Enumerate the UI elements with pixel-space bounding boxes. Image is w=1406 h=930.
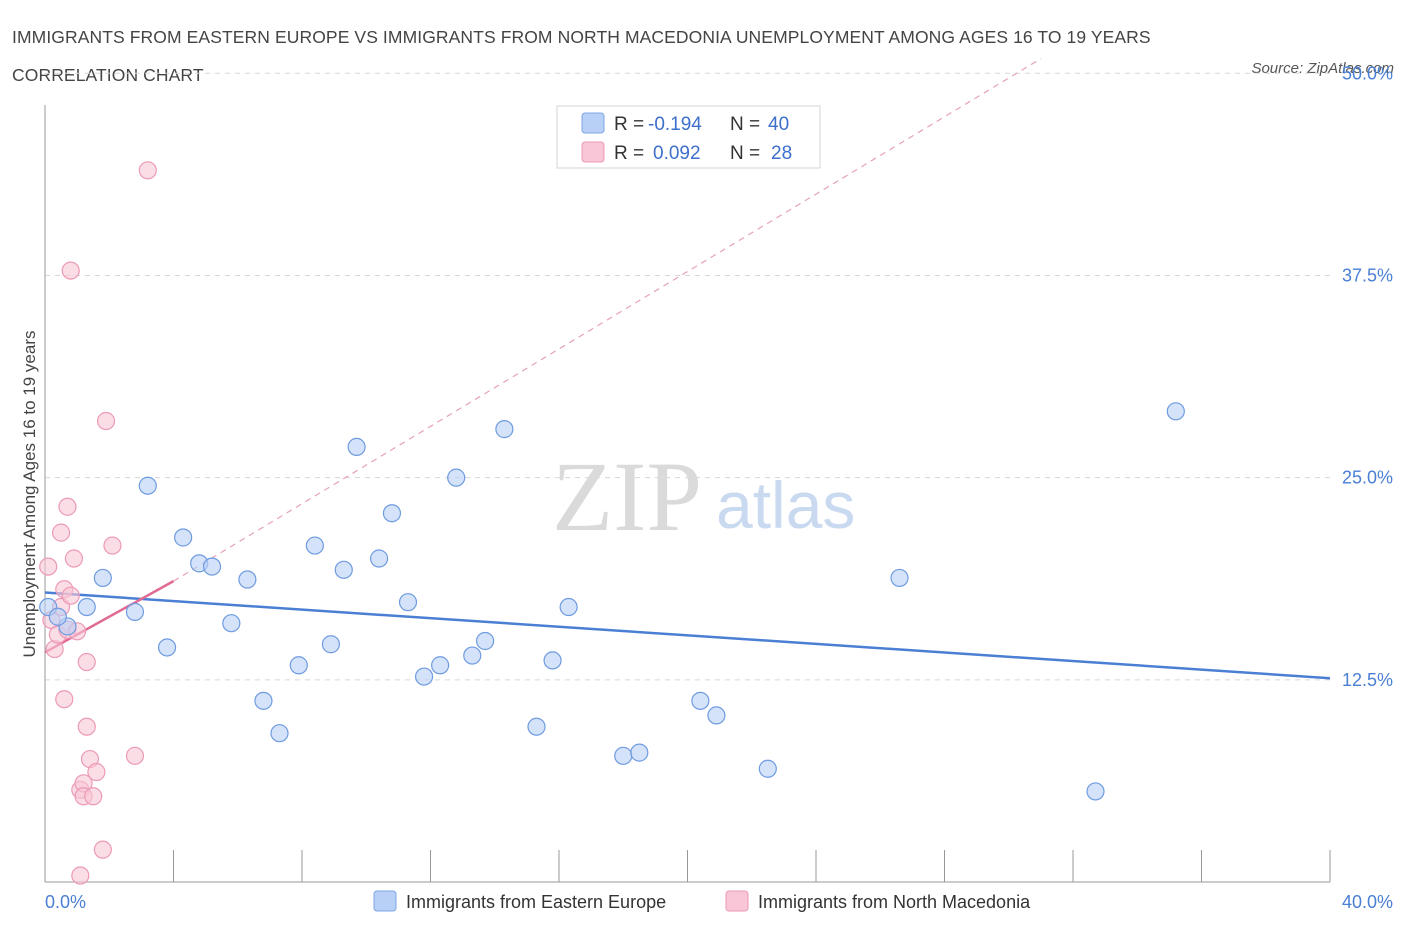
point-eastern-europe xyxy=(305,536,324,555)
chart-title: IMMIGRANTS FROM EASTERN EUROPE VS IMMIGR… xyxy=(12,27,1151,85)
point-eastern-europe xyxy=(334,560,353,579)
stats-legend-swatch-blue xyxy=(581,112,605,134)
point-eastern-europe xyxy=(382,504,402,523)
stats-legend-swatch-pink xyxy=(581,141,605,163)
point-eastern-europe xyxy=(414,667,434,686)
bottom-legend-swatch-pink xyxy=(725,890,749,912)
point-eastern-europe xyxy=(463,646,482,665)
point-eastern-europe xyxy=(559,597,578,617)
series-north-macedonia-points xyxy=(39,161,157,885)
gridlines xyxy=(45,72,1330,681)
point-north-macedonia xyxy=(61,261,80,280)
point-north-macedonia xyxy=(64,549,84,568)
stats-n-label-pink: N = xyxy=(730,143,760,164)
y-tick-labels: 12.5% 25.0% 37.5% 50.0% xyxy=(1342,63,1393,690)
point-eastern-europe xyxy=(125,602,145,621)
point-eastern-europe xyxy=(347,437,366,456)
point-eastern-europe xyxy=(77,597,96,617)
point-north-macedonia xyxy=(138,161,157,180)
point-eastern-europe xyxy=(270,724,289,743)
point-eastern-europe xyxy=(1166,402,1185,421)
y-axis-label: Unemployment Among Ages 16 to 19 years xyxy=(20,331,39,658)
point-eastern-europe xyxy=(447,468,466,487)
point-north-macedonia xyxy=(77,717,96,736)
point-eastern-europe xyxy=(1086,782,1105,801)
point-eastern-europe xyxy=(289,656,308,675)
trend-lines xyxy=(44,58,1331,680)
bottom-legend-label-blue: Immigrants from Eastern Europe xyxy=(406,892,666,912)
stats-r-label-blue: R = xyxy=(614,114,644,135)
point-eastern-europe xyxy=(174,528,193,547)
point-eastern-europe xyxy=(527,717,546,736)
point-eastern-europe xyxy=(495,420,514,439)
point-eastern-europe xyxy=(707,706,726,725)
point-eastern-europe xyxy=(543,651,562,670)
bottom-legend: Immigrants from Eastern Europe Immigrant… xyxy=(373,890,1031,912)
stats-r-value-blue: -0.194 xyxy=(648,114,702,135)
point-eastern-europe xyxy=(93,568,112,588)
point-eastern-europe xyxy=(630,743,649,762)
x-tick-label-min: 0.0% xyxy=(45,892,86,912)
point-eastern-europe xyxy=(254,691,273,710)
bottom-legend-label-pink: Immigrants from North Macedonia xyxy=(758,892,1031,912)
point-eastern-europe xyxy=(157,638,177,657)
series-eastern-europe-points xyxy=(39,402,1185,801)
point-north-macedonia xyxy=(87,762,106,782)
point-eastern-europe xyxy=(890,568,909,588)
point-north-macedonia xyxy=(58,497,77,516)
chart-source: Source: ZipAtlas.com xyxy=(1251,60,1394,77)
x-tick-label-max: 40.0% xyxy=(1342,892,1393,912)
stats-n-label-blue: N = xyxy=(730,114,760,135)
watermark-zip: ZIP xyxy=(552,441,702,552)
point-north-macedonia xyxy=(39,557,58,576)
point-north-macedonia xyxy=(103,536,122,555)
point-eastern-europe xyxy=(238,570,257,589)
stats-r-label-pink: R = xyxy=(614,143,644,164)
point-eastern-europe xyxy=(476,631,495,651)
y-tick-label: 25.0% xyxy=(1342,468,1393,488)
point-eastern-europe xyxy=(370,549,389,568)
point-eastern-europe xyxy=(431,656,450,675)
point-north-macedonia xyxy=(125,746,145,765)
y-tick-label: 37.5% xyxy=(1342,265,1393,285)
point-north-macedonia xyxy=(61,586,80,605)
point-eastern-europe xyxy=(138,476,157,495)
trend-line-north-macedonia-extended xyxy=(173,58,1042,582)
x-tick-marks xyxy=(173,850,1331,882)
point-north-macedonia xyxy=(51,523,71,542)
trend-line-eastern-europe xyxy=(44,591,1331,680)
trend-line-north-macedonia xyxy=(44,580,175,654)
point-eastern-europe xyxy=(48,607,67,626)
point-eastern-europe xyxy=(398,593,418,612)
bottom-legend-swatch-blue xyxy=(373,890,397,912)
point-eastern-europe xyxy=(691,691,710,710)
y-tick-label: 12.5% xyxy=(1342,670,1393,690)
stats-n-value-blue: 40 xyxy=(768,114,789,135)
point-north-macedonia xyxy=(77,652,96,672)
point-eastern-europe xyxy=(321,635,341,654)
y-tick-label: 50.0% xyxy=(1342,63,1393,83)
point-eastern-europe xyxy=(202,557,222,576)
watermark-atlas: atlas xyxy=(716,468,855,542)
watermark: ZIP atlas xyxy=(552,441,855,552)
point-north-macedonia xyxy=(71,866,90,885)
point-north-macedonia xyxy=(93,840,112,859)
stats-r-value-pink: 0.092 xyxy=(653,143,701,164)
point-eastern-europe xyxy=(222,614,241,633)
point-north-macedonia xyxy=(96,411,116,431)
stats-n-value-pink: 28 xyxy=(771,143,792,164)
point-north-macedonia xyxy=(55,690,74,709)
point-eastern-europe xyxy=(758,759,777,778)
point-north-macedonia xyxy=(84,787,103,806)
stats-legend: R = -0.194 N = 40 R = 0.092 N = 28 xyxy=(556,105,821,169)
point-eastern-europe xyxy=(614,746,633,765)
